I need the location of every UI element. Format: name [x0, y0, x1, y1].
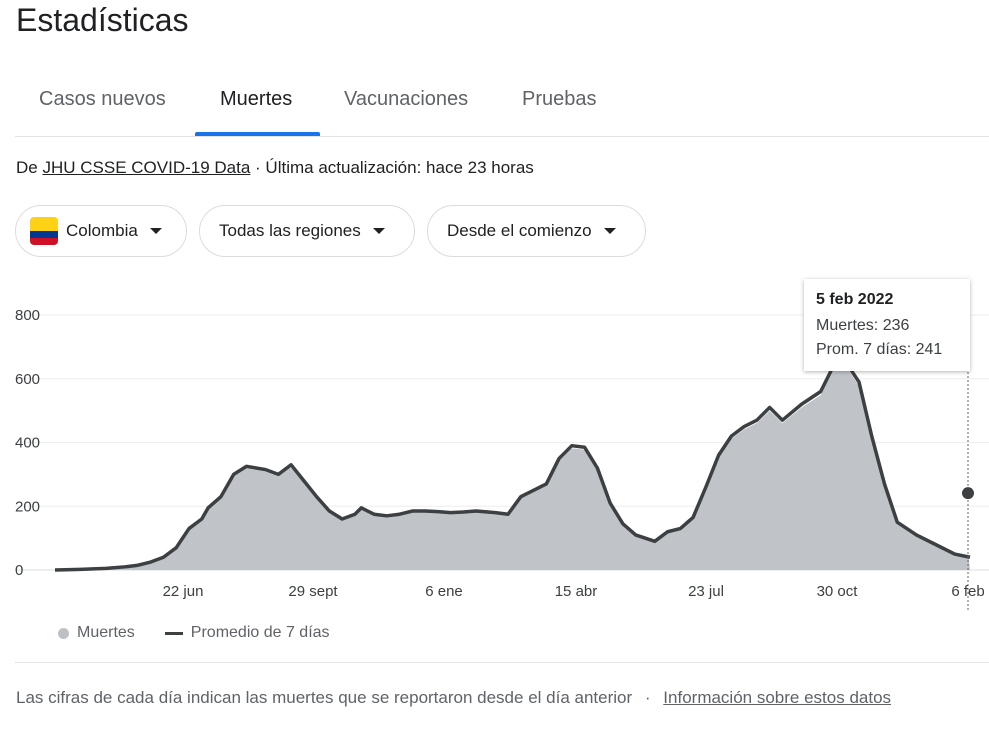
source-link[interactable]: JHU CSSE COVID-19 Data — [42, 158, 251, 177]
y-tick-label: 0 — [15, 562, 23, 579]
country-label: Colombia — [66, 221, 138, 240]
tab-pruebas[interactable]: Pruebas — [522, 88, 597, 110]
tooltip-deaths: Muertes: 236 — [816, 317, 910, 334]
data-source: De JHU CSSE COVID-19 Data · Última actua… — [16, 158, 534, 178]
active-tab-indicator — [195, 132, 320, 136]
x-tick-label: 6 ene — [425, 583, 463, 600]
y-tick-label: 800 — [15, 307, 40, 324]
x-tick-label: 30 oct — [817, 583, 859, 600]
hover-point — [962, 487, 974, 500]
footer-text: Las cifras de cada día indican las muert… — [16, 688, 633, 707]
chart-tooltip: 5 feb 2022 Muertes: 236 Prom. 7 días: 24… — [804, 279, 970, 371]
y-tick-label: 400 — [15, 435, 40, 452]
tooltip-average: Prom. 7 días: 241 — [816, 341, 943, 358]
daily-deaths-area — [55, 359, 970, 570]
region-selector[interactable]: Todas las regiones — [199, 205, 415, 257]
footer-note: Las cifras de cada día indican las muert… — [16, 688, 891, 708]
x-tick-label: 29 sept — [288, 583, 338, 600]
tab-muertes[interactable]: Muertes — [220, 88, 293, 110]
tab-vacunaciones[interactable]: Vacunaciones — [344, 88, 469, 110]
x-tick-label: 6 feb — [951, 583, 984, 600]
period-selector[interactable]: Desde el comienzo — [427, 205, 646, 257]
x-tick-label: 22 jun — [163, 583, 204, 600]
y-tick-label: 600 — [15, 371, 40, 388]
average-line — [54, 351, 971, 572]
source-prefix: De — [16, 158, 43, 177]
x-tick-label: 15 abr — [555, 583, 598, 600]
chart-legend: Muertes Promedio de 7 días — [58, 624, 330, 642]
average-legend-line — [164, 631, 183, 635]
data-info-link[interactable]: Información sobre estos datos — [663, 688, 892, 707]
chevron-down-icon — [603, 228, 616, 234]
region-label: Todas las regiones — [219, 221, 361, 240]
tab-casos-nuevos[interactable]: Casos nuevos — [39, 88, 166, 110]
period-label: Desde el comienzo — [447, 221, 592, 240]
chevron-down-icon — [149, 228, 162, 234]
colombia-flag-icon — [30, 217, 58, 245]
page-title: Estadísticas — [16, 2, 189, 38]
stats-tabs: Casos nuevos Muertes Vacunaciones Prueba… — [15, 66, 989, 137]
y-tick-label: 200 — [15, 498, 40, 515]
divider — [15, 662, 989, 663]
deaths-legend-dot — [58, 627, 69, 639]
x-tick-label: 23 jul — [688, 583, 724, 600]
legend-average-label: Promedio de 7 días — [190, 624, 330, 641]
tooltip-date: 5 feb 2022 — [816, 291, 894, 308]
chevron-down-icon — [372, 228, 385, 234]
source-suffix: · Última actualización: hace 23 horas — [250, 158, 534, 177]
footer-separator: · — [644, 688, 651, 707]
legend-deaths-label: Muertes — [77, 624, 135, 641]
country-selector[interactable]: Colombia — [15, 205, 187, 257]
